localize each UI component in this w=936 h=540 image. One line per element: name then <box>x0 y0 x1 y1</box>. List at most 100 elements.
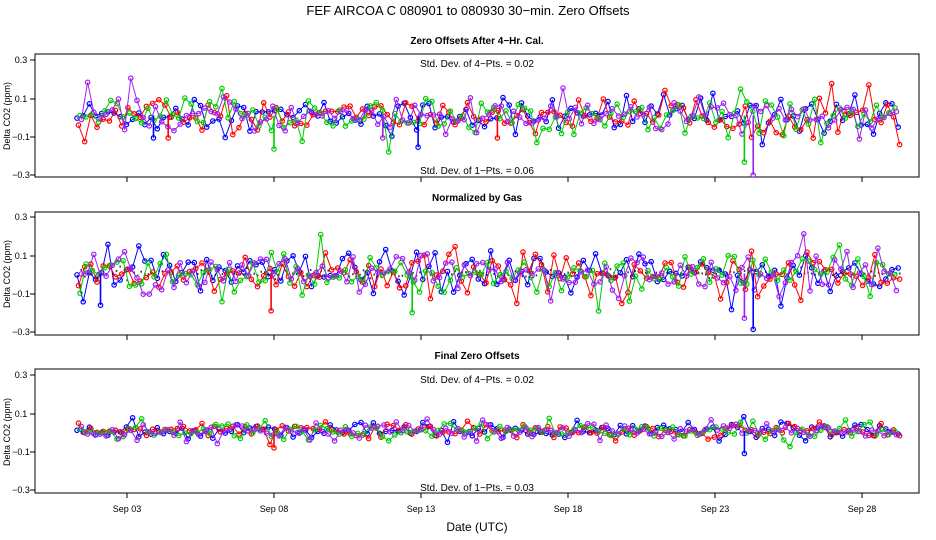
series-segment <box>641 270 649 290</box>
data-point <box>700 255 707 262</box>
data-point <box>498 278 505 285</box>
data-point <box>486 421 492 428</box>
data-point <box>762 98 769 104</box>
series-segment <box>845 278 853 286</box>
reference-point <box>719 268 721 271</box>
series-segment <box>605 266 613 291</box>
data-point <box>288 275 295 282</box>
data-point <box>300 278 307 285</box>
series-segment <box>328 433 335 442</box>
series-segment <box>877 430 885 437</box>
data-point <box>134 97 140 104</box>
data-point <box>825 281 832 288</box>
series-segment <box>822 425 829 429</box>
data-point <box>384 282 391 289</box>
series-segment <box>649 275 656 281</box>
data-point <box>288 104 295 111</box>
reference-point <box>567 271 569 274</box>
x-axis: Sep 03 Sep 08 Sep 13 Sep 18 Sep 23 Sep 2… <box>113 177 876 534</box>
data-point <box>646 104 653 111</box>
data-point <box>382 246 389 253</box>
data-point <box>660 422 667 429</box>
reference-point <box>532 271 534 273</box>
data-point <box>774 277 781 284</box>
series-segment <box>643 428 650 435</box>
series-segment <box>538 427 545 431</box>
data-point <box>757 270 764 277</box>
series-segment <box>784 427 792 434</box>
series-segment <box>193 99 201 106</box>
series-segment <box>720 282 728 300</box>
series-segment <box>753 273 762 290</box>
series-segment <box>235 264 243 282</box>
series-segment <box>130 78 138 101</box>
data-point <box>239 262 245 268</box>
series-segment <box>721 428 729 433</box>
series-segment <box>865 109 873 129</box>
series-segment <box>322 430 329 435</box>
series-segment <box>309 110 317 115</box>
data-point <box>273 426 279 433</box>
series-segment <box>113 279 121 286</box>
series-segment <box>155 431 162 434</box>
series-segment <box>159 99 167 117</box>
series-segment <box>822 283 829 286</box>
data-point <box>813 116 819 123</box>
series-segment <box>838 244 846 280</box>
series-segment <box>840 251 848 270</box>
series-segment <box>636 428 644 434</box>
data-point <box>418 426 424 433</box>
series-segment <box>382 435 389 442</box>
reference-point <box>359 273 361 276</box>
data-point <box>268 249 275 256</box>
data-point <box>464 289 471 296</box>
panel-1-annotation-top: Std. Dev. of 4−Pts. = 0.02 <box>420 59 534 70</box>
panel-3-annotation-top: Std. Dev. of 4−Pts. = 0.02 <box>420 375 534 386</box>
series-segment <box>667 281 675 285</box>
series-segment <box>692 266 700 285</box>
series-segment <box>728 255 735 258</box>
series-segment <box>152 99 160 104</box>
data-point <box>453 264 460 271</box>
reference-point <box>708 277 710 280</box>
data-point <box>794 113 801 120</box>
data-point <box>743 99 750 105</box>
reference-point <box>609 268 612 271</box>
data-point <box>174 109 181 116</box>
data-point <box>455 285 461 292</box>
data-point <box>111 282 117 288</box>
series-segment <box>780 277 788 307</box>
data-point <box>592 251 599 257</box>
data-point <box>591 281 597 288</box>
data-point <box>149 426 156 433</box>
data-point <box>504 259 511 266</box>
data-point <box>226 427 233 433</box>
reference-point <box>514 270 516 273</box>
series-segment <box>248 429 255 432</box>
series-segment <box>237 424 245 434</box>
series-segment <box>752 111 760 134</box>
reference-point <box>126 279 128 282</box>
data-point <box>148 257 154 264</box>
data-point <box>689 112 696 119</box>
data-point <box>657 276 664 283</box>
series-segment <box>852 109 860 140</box>
data-point <box>449 116 455 122</box>
series-segment <box>467 420 474 428</box>
series-segment <box>783 439 791 447</box>
series-segment <box>490 424 498 430</box>
reference-point <box>606 271 608 274</box>
series-segment <box>758 259 766 276</box>
data-point <box>446 251 452 258</box>
series-segment <box>272 106 280 126</box>
series-segment <box>318 252 326 278</box>
series-segment <box>352 432 360 439</box>
series-segment <box>280 108 288 116</box>
series-segment <box>553 111 561 116</box>
data-point <box>242 254 249 261</box>
series-segment <box>706 93 714 121</box>
x-tick-sep28: Sep 28 <box>848 177 876 514</box>
series-segment <box>655 272 663 277</box>
series-segment <box>198 431 206 436</box>
panel-3-ylabel: Delta CO2 (ppm) <box>2 398 12 466</box>
